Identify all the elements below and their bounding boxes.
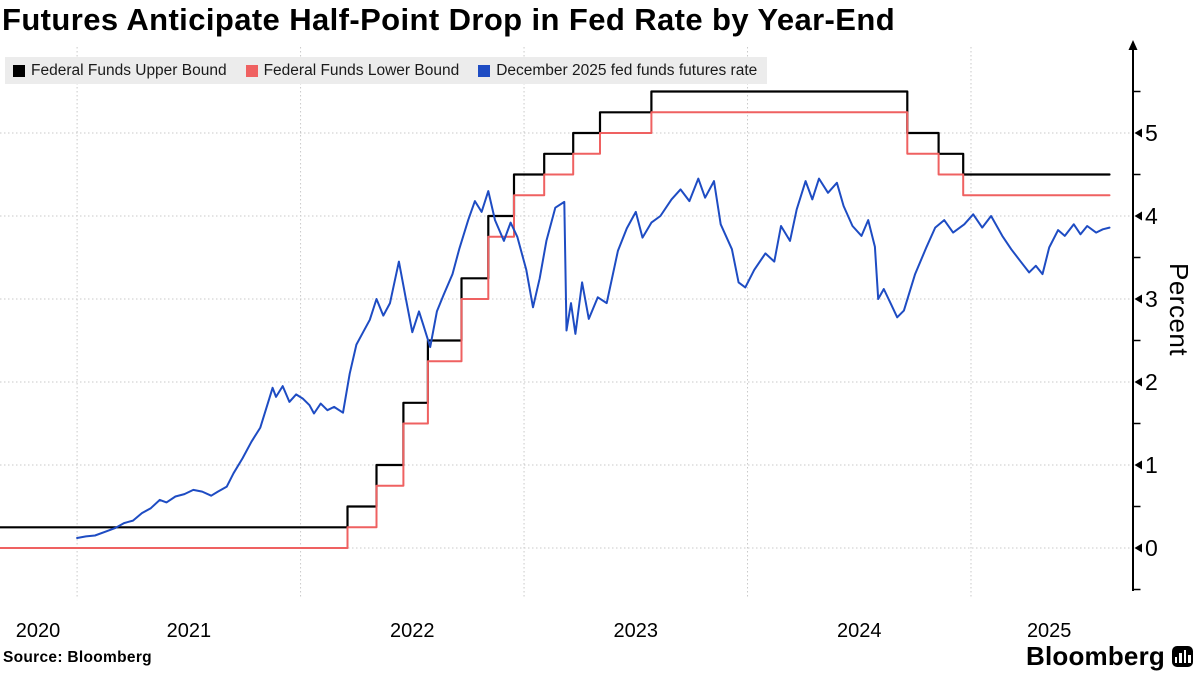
legend-item: Federal Funds Upper Bound [13,62,227,80]
legend-item: Federal Funds Lower Bound [245,61,460,80]
legend-swatch-icon [13,64,25,77]
y-major-tick-icon [1134,460,1142,470]
series-line-federal-funds-lower-bound [0,111,1111,549]
y-tick-label: 0 [1145,535,1158,561]
y-axis-label: Percent [1164,263,1194,357]
x-tick-label: 2023 [614,620,659,642]
series-line-december-2025-fed-funds-futures-rate [76,177,1111,539]
y-major-tick-icon [1134,128,1142,138]
chart-legend: Federal Funds Upper Bound Federal Funds L… [5,57,768,84]
legend-label: Federal Funds Upper Bound [31,61,227,79]
x-tick-label: 2022 [390,620,435,642]
y-tick-label: 1 [1145,452,1158,478]
chart-title: Futures Anticipate Half-Point Drop in Fe… [2,2,896,37]
y-tick-label: 5 [1145,120,1158,146]
source-note: Source: Bloomberg [3,649,152,666]
bloomberg-wordmark: Bloomberg [1025,641,1165,671]
y-tick-label: 2 [1145,369,1158,395]
legend-swatch-icon [478,64,491,77]
x-tick-label: 2021 [167,620,212,642]
y-tick-label: 3 [1145,286,1158,312]
y-axis-arrow-icon [1128,40,1138,50]
y-major-tick-icon [1134,377,1142,387]
series-line-federal-funds-upper-bound [0,90,1111,529]
bloomberg-logo-icon [1172,646,1193,667]
x-tick-label: 2024 [837,620,882,642]
legend-item: December 2025 fed funds futures rate [478,62,757,80]
y-major-tick-icon [1134,294,1142,304]
y-major-tick-icon [1134,543,1142,553]
y-tick-label: 4 [1145,203,1158,229]
legend-swatch-icon [245,64,258,77]
legend-label: December 2025 fed funds futures rate [496,61,758,79]
x-tick-label: 2025 [1027,620,1072,642]
x-tick-label: 2020 [16,620,61,642]
y-major-tick-icon [1134,211,1142,221]
bloomberg-logo: Bloomberg [1026,641,1193,672]
legend-label: Federal Funds Lower Bound [263,61,460,79]
